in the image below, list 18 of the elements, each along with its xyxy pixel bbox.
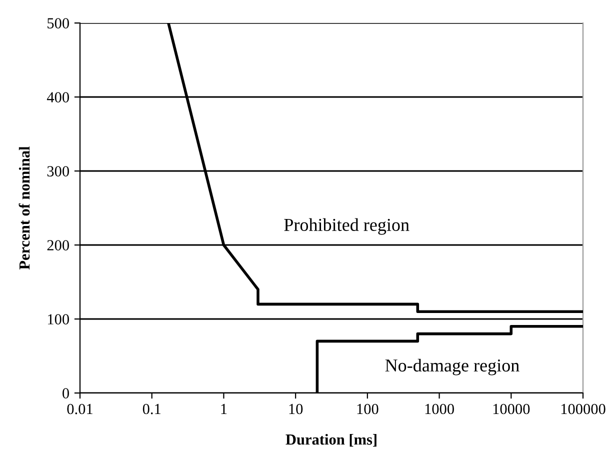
y-axis-title: Percent of nominal	[18, 146, 30, 270]
annotation: Prohibited region	[284, 218, 410, 235]
x-axis-title: Duration [ms]	[286, 434, 376, 447]
y-tick-label: 500	[48, 18, 69, 28]
annotation: No-damage region	[385, 358, 520, 376]
x-tick-label: 0.1	[142, 404, 160, 414]
y-tick-label: 100	[48, 314, 69, 324]
y-tick-label: 400	[46, 92, 69, 102]
x-tick-label: 0.01	[67, 404, 92, 414]
y-tick-label: 200	[47, 240, 69, 250]
x-tick-label: 1000	[425, 404, 454, 414]
x-tick-label: 100	[357, 404, 378, 414]
y-tick-label: 300	[47, 166, 69, 176]
x-tick-label: 100000	[561, 404, 606, 414]
x-tick-label: 10	[289, 404, 303, 414]
x-tick-label: 10000	[493, 404, 530, 414]
y-tick-label: 0	[62, 388, 69, 398]
x-tick-label: 1	[221, 404, 227, 414]
